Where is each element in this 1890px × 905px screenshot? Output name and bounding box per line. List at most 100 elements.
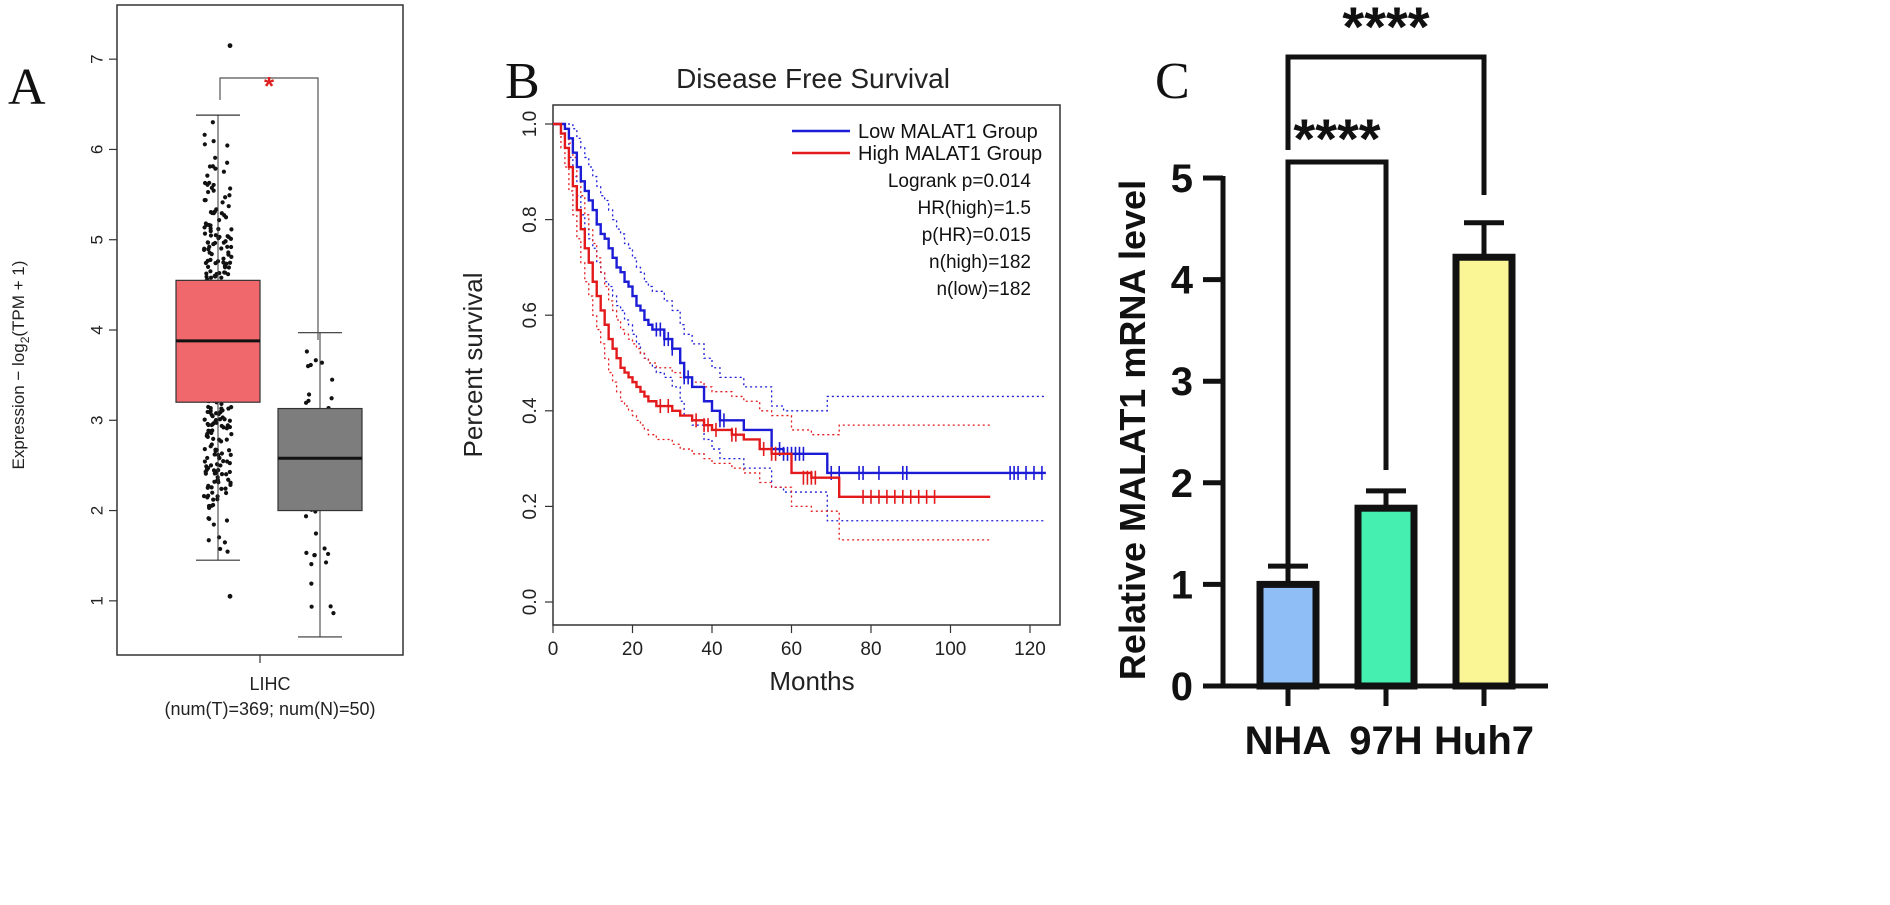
data-point [226, 204, 231, 209]
data-point [304, 550, 309, 555]
sample-size-label: (num(T)=369; num(N)=50) [164, 699, 375, 719]
data-point [227, 418, 232, 423]
data-point [219, 406, 224, 411]
data-point [210, 164, 216, 169]
bars [1256, 220, 1516, 690]
data-point [205, 240, 210, 245]
boxes [175, 114, 363, 638]
data-point [202, 417, 207, 422]
ci-upper-high [553, 123, 991, 436]
data-point [309, 604, 314, 609]
significance-bracket [219, 77, 319, 340]
bar-nha [1256, 580, 1320, 690]
data-point [204, 271, 209, 276]
data-point [229, 227, 234, 232]
axes: 0 20 40 60 80 100 120 0.0 0.2 0.4 0.6 0.8 1.0 [520, 111, 1046, 660]
data-point [206, 404, 211, 410]
panel-label-b: B [505, 53, 540, 110]
data-point [209, 485, 214, 490]
data-point [215, 497, 220, 502]
outlier-point [227, 43, 233, 49]
data-point [209, 503, 214, 508]
data-point [228, 244, 234, 250]
x-axis-label: Months [769, 666, 854, 696]
ci-upper-low [553, 123, 1046, 412]
y-axis-label-suffix: (TPM + 1) [9, 261, 28, 337]
legend-label-low: Low MALAT1 Group [858, 121, 1038, 143]
data-point [330, 377, 335, 382]
y-tick-label: 5 [87, 235, 106, 244]
legend-label-high: High MALAT1 Group [858, 143, 1042, 165]
data-point [227, 469, 232, 475]
data-point [207, 250, 212, 255]
significance-label: **** [1342, 0, 1429, 58]
legend: Low MALAT1 Group High MALAT1 Group Logra… [792, 121, 1042, 300]
data-point [213, 470, 219, 475]
data-point [224, 518, 230, 523]
data-point [313, 358, 318, 363]
stat-logrank: Logrank p=0.014 [888, 171, 1032, 192]
data-point [213, 261, 218, 266]
data-point [226, 265, 231, 270]
bracket-nha-huh7 [1285, 54, 1487, 195]
data-point [221, 458, 226, 464]
y-tick-label: 5 [1171, 157, 1193, 201]
y-tick-label: 4 [1171, 259, 1194, 303]
data-point [228, 186, 233, 191]
data-point [208, 233, 214, 238]
bar-huh7 [1452, 253, 1516, 690]
data-point [228, 452, 233, 458]
significance-label: **** [1293, 107, 1380, 170]
category-label: LIHC [249, 674, 290, 694]
data-point [202, 225, 207, 230]
data-point [331, 611, 336, 616]
data-point [212, 452, 217, 457]
data-point [219, 486, 224, 492]
y-tick-label: 7 [87, 54, 106, 63]
data-point [205, 264, 211, 269]
bracket-nha-97h [1285, 159, 1389, 570]
data-point [213, 447, 218, 452]
data-point [219, 246, 224, 251]
x-tick-label: 97H [1349, 719, 1422, 763]
data-point [203, 471, 208, 476]
data-point [208, 275, 214, 280]
data-point [219, 401, 224, 407]
data-point [213, 155, 218, 160]
data-point [221, 260, 226, 265]
data-point [211, 241, 216, 247]
data-point [309, 562, 314, 567]
data-point [219, 423, 224, 429]
data-point [309, 581, 314, 586]
data-point [202, 446, 207, 452]
y-tick-label: 4 [87, 325, 106, 334]
data-point [211, 139, 216, 144]
data-point [222, 270, 228, 275]
y-tick-label: 2 [1171, 462, 1193, 506]
data-point [225, 244, 230, 249]
data-point [325, 551, 331, 557]
data-point [205, 258, 210, 263]
y-axis-label: Percent survival [458, 273, 488, 458]
data-point [202, 142, 207, 147]
data-point [308, 362, 313, 368]
data-point [229, 432, 234, 437]
x-tick-label: Huh7 [1434, 719, 1534, 763]
data-point [226, 235, 231, 240]
significance-star: * [264, 71, 275, 101]
data-point [205, 409, 210, 415]
data-point [218, 546, 223, 552]
data-point [304, 349, 309, 354]
data-point [306, 392, 312, 397]
data-point [206, 516, 211, 521]
data-point [211, 497, 216, 502]
data-point [323, 560, 329, 565]
data-point [201, 494, 207, 499]
data-point [220, 200, 225, 205]
data-point [208, 444, 213, 449]
data-point [208, 463, 214, 468]
data-point [227, 461, 232, 466]
data-point [202, 132, 207, 137]
stat-n-low: n(low)=182 [936, 279, 1031, 300]
